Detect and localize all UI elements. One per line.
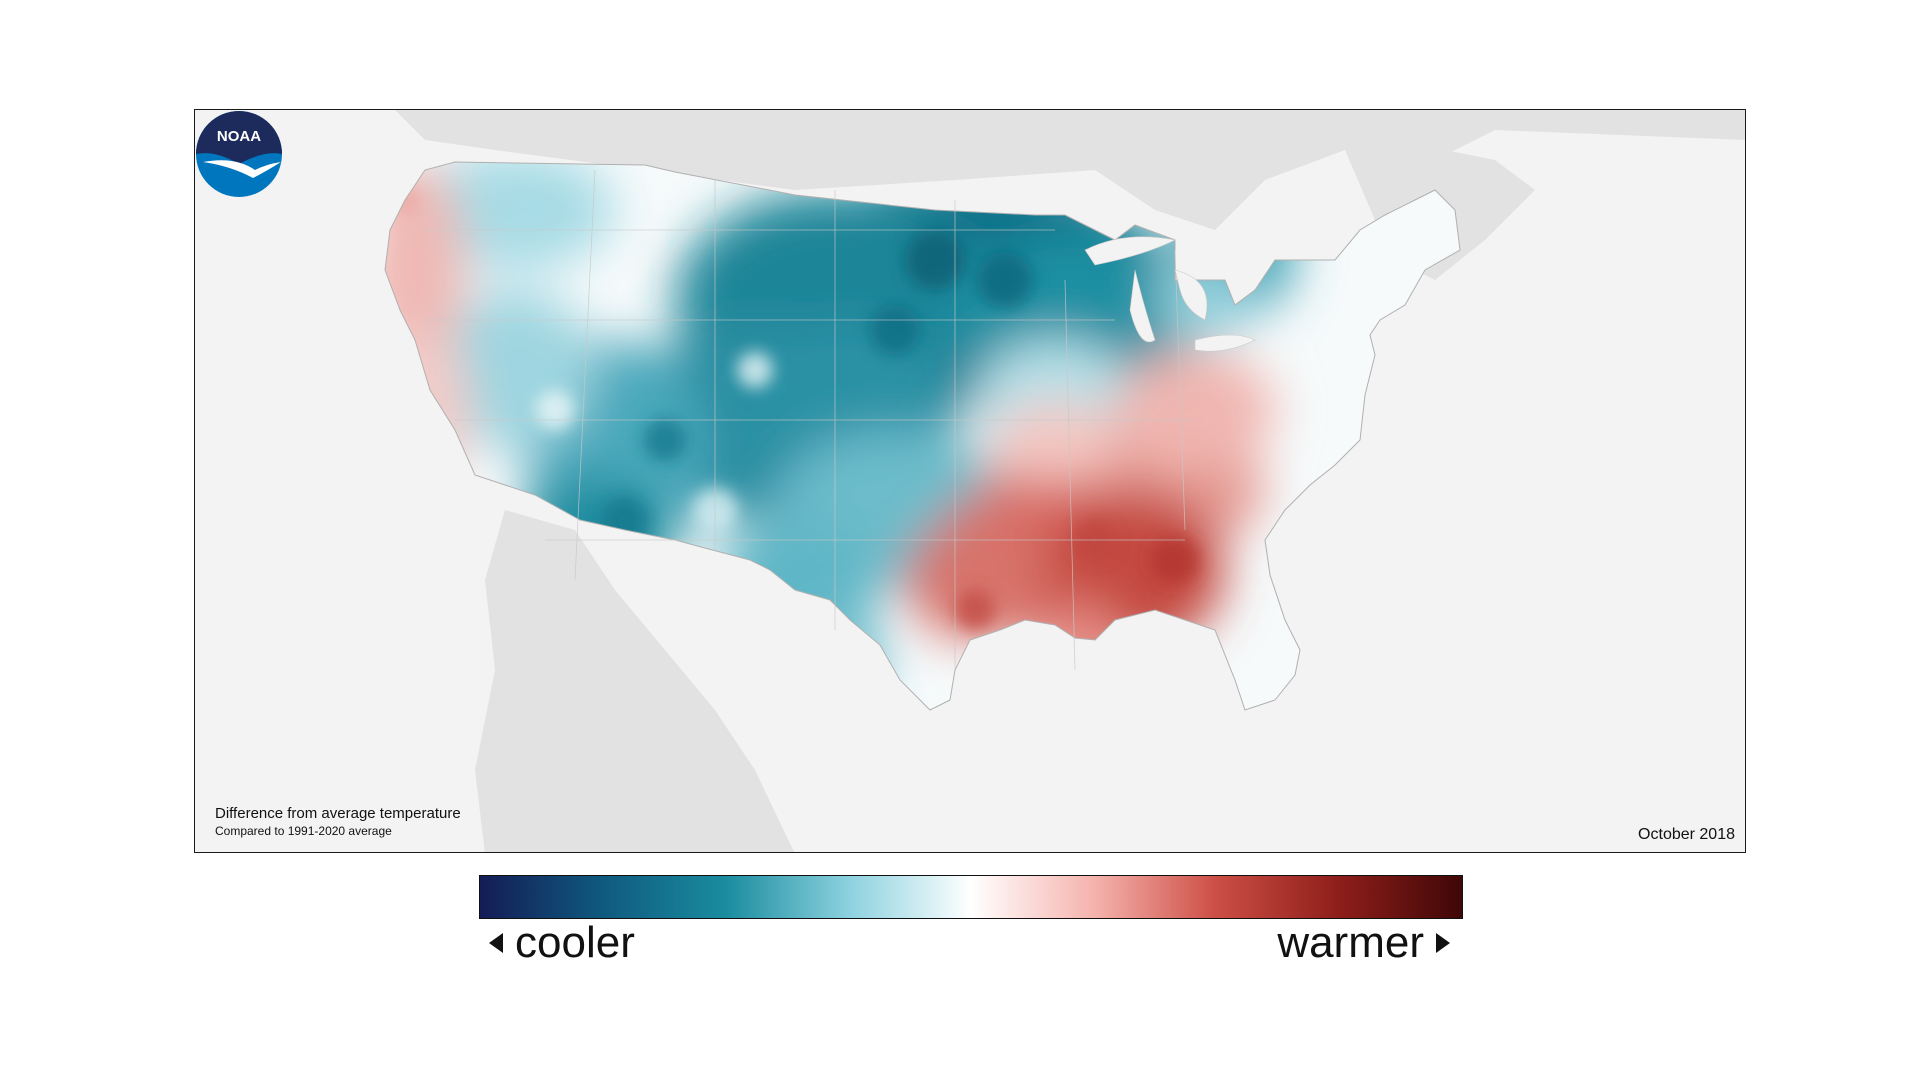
caption-subtitle: Compared to 1991-2020 average (215, 824, 392, 838)
map-panel: Difference from average temperature Comp… (194, 109, 1746, 853)
logo-text: NOAA (217, 128, 261, 145)
arrow-left-icon (489, 933, 503, 953)
date-label: October 2018 (1638, 826, 1735, 843)
color-scale-bar (479, 875, 1463, 919)
noaa-logo-icon: NOAA (196, 111, 282, 197)
warmer-label: warmer (1277, 918, 1424, 967)
legend-warmer: warmer (1277, 918, 1450, 968)
arrow-right-icon (1436, 933, 1450, 953)
great-lakes (1084, 236, 1256, 352)
temperature-anomaly-map (384, 110, 1745, 852)
cooler-label: cooler (515, 918, 635, 967)
legend-cooler: cooler (489, 918, 635, 968)
caption-title: Difference from average temperature (215, 805, 461, 823)
map-caption: Difference from average temperature Comp… (215, 805, 461, 839)
state-boundaries (425, 169, 1195, 671)
